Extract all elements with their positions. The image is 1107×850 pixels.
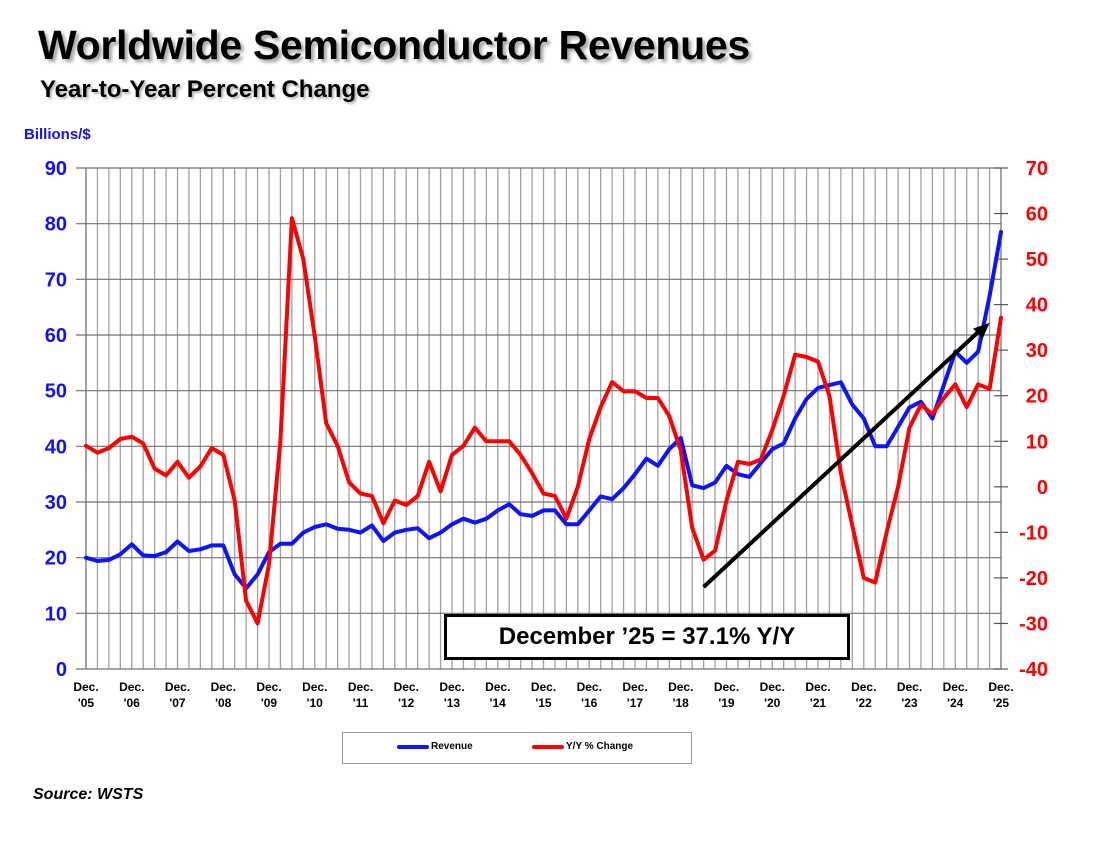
- left-axis-ticks: 0 10 20 30 40 50 60 70 80 90: [45, 158, 67, 681]
- x-tick-label: '06: [124, 696, 141, 710]
- x-tick-label: Dec.: [256, 680, 281, 694]
- yoy-change-line: [84, 216, 1003, 626]
- x-tick-label: Dec.: [805, 680, 830, 694]
- legend-label-revenue: Revenue: [431, 741, 473, 752]
- x-tick-label: Dec.: [485, 680, 510, 694]
- x-tick-label: '22: [856, 696, 873, 710]
- left-tick-label: 10: [45, 603, 67, 625]
- axes: [85, 168, 1002, 669]
- right-tick-label: -10: [1019, 522, 1048, 544]
- legend-swatch-yoy: [532, 744, 564, 749]
- x-tick-label: '20: [764, 696, 781, 710]
- right-tick-label: 50: [1026, 249, 1048, 271]
- x-tick-label: '17: [627, 696, 644, 710]
- x-tick-label: Dec.: [851, 680, 876, 694]
- right-tick-label: -30: [1019, 613, 1048, 635]
- right-tick-label: 40: [1026, 295, 1048, 317]
- revenue-line: [84, 230, 1003, 591]
- right-tick-label: 0: [1037, 477, 1048, 499]
- x-tick-label: '24: [947, 696, 964, 710]
- x-tick-label: '11: [353, 696, 369, 710]
- x-tick-label: '23: [901, 696, 918, 710]
- trend-arrow: [702, 322, 990, 589]
- x-tick-label: '09: [261, 696, 278, 710]
- left-tick-label: 90: [45, 158, 67, 180]
- right-tick-label: -40: [1019, 659, 1048, 681]
- x-tick-label: '05: [78, 696, 95, 710]
- legend-swatch-revenue: [397, 744, 429, 749]
- legend-label-yoy: Y/Y % Change: [566, 741, 634, 752]
- left-axis-label: Billions/$: [24, 126, 91, 143]
- left-tick-label: 80: [45, 214, 67, 236]
- x-tick-label: '12: [398, 696, 415, 710]
- x-tick-label: Dec.: [668, 680, 693, 694]
- series-lines: [84, 216, 1003, 626]
- left-tick-label: 70: [45, 269, 67, 291]
- x-tick-label: Dec.: [73, 680, 98, 694]
- x-tick-label: Dec.: [714, 680, 739, 694]
- left-tick-label: 0: [56, 659, 67, 681]
- chart-title: Worldwide Semiconductor Revenues: [38, 22, 750, 68]
- right-tick-label: 30: [1026, 340, 1048, 362]
- x-tick-label: '07: [169, 696, 186, 710]
- left-tick-label: 20: [45, 548, 67, 570]
- x-tick-label: Dec.: [760, 680, 785, 694]
- x-tick-label: '19: [718, 696, 735, 710]
- x-tick-label: Dec.: [119, 680, 144, 694]
- x-tick-label: Dec.: [439, 680, 464, 694]
- x-axis-ticks: Dec. '05 Dec. '06 Dec. '07 Dec. '08 Dec. '09 Dec. '…: [73, 680, 1013, 710]
- callout-text: December ’25 = 37.1% Y/Y: [498, 623, 796, 650]
- left-tick-label: 30: [45, 492, 67, 514]
- x-tick-label: '21: [810, 696, 827, 710]
- legend-item-yoy: Y/Y % Change: [532, 741, 633, 752]
- x-tick-label: Dec.: [622, 680, 647, 694]
- x-tick-label: Dec.: [394, 680, 419, 694]
- legend-item-revenue: Revenue: [397, 741, 473, 752]
- x-tick-label: '08: [215, 696, 232, 710]
- trend-arrow-head: [973, 322, 990, 339]
- chart-subtitle: Year-to-Year Percent Change: [40, 76, 370, 103]
- right-tick-label: 20: [1026, 386, 1048, 408]
- left-tick-label: 60: [45, 325, 67, 347]
- x-tick-label: Dec.: [165, 680, 190, 694]
- x-tick-label: '16: [581, 696, 598, 710]
- right-axis-ticks: -40 -30 -20 -10 0 10 20 30 40 50 60 70: [994, 158, 1048, 681]
- x-tick-label: '18: [673, 696, 690, 710]
- x-tick-label: Dec.: [302, 680, 327, 694]
- left-tick-label: 50: [45, 381, 67, 403]
- x-tick-label: Dec.: [988, 680, 1013, 694]
- x-tick-label: Dec.: [577, 680, 602, 694]
- x-tick-label: '13: [444, 696, 461, 710]
- trend-arrow-shaft: [702, 327, 983, 589]
- x-tick-label: '14: [490, 696, 507, 710]
- right-tick-label: 60: [1026, 204, 1048, 226]
- legend: Revenue Y/Y % Change: [342, 732, 692, 764]
- x-tick-label: '10: [307, 696, 324, 710]
- x-tick-label: '25: [993, 696, 1010, 710]
- x-tick-label: '15: [535, 696, 552, 710]
- left-tick-label: 40: [45, 436, 67, 458]
- x-tick-label: Dec.: [348, 680, 373, 694]
- right-tick-label: 10: [1026, 431, 1048, 453]
- x-tick-label: Dec.: [211, 680, 236, 694]
- right-tick-label: 70: [1026, 158, 1048, 180]
- x-tick-label: Dec.: [943, 680, 968, 694]
- source-note: Source: WSTS: [33, 786, 144, 803]
- callout-box: December ’25 = 37.1% Y/Y: [444, 614, 850, 660]
- x-tick-label: Dec.: [531, 680, 556, 694]
- x-tick-label: Dec.: [897, 680, 922, 694]
- right-tick-label: -20: [1019, 568, 1048, 590]
- vertical-gridlines: [96, 168, 991, 669]
